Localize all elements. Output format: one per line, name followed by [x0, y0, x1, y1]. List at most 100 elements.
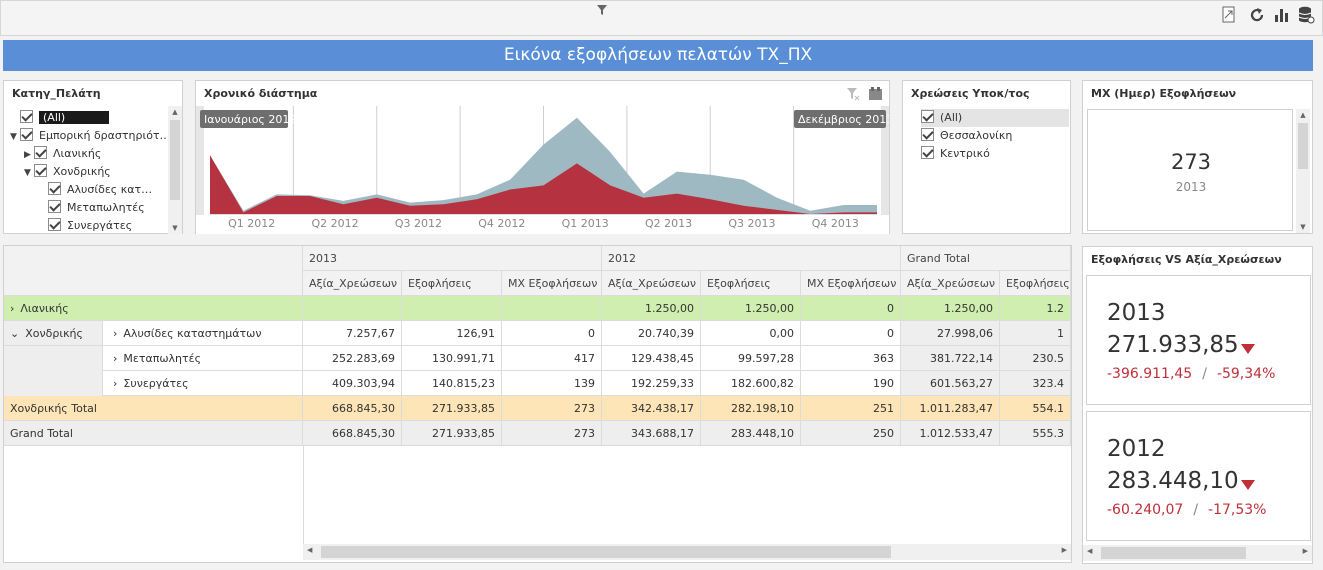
category-item[interactable]: ▼ Χονδρικής — [24, 163, 111, 181]
refresh-icon[interactable] — [1248, 6, 1266, 24]
data-cell: 192.259,33 — [602, 371, 701, 396]
data-cell: 182.600,82 — [701, 371, 801, 396]
data-cell: 271.933,85 — [402, 396, 502, 421]
cards-hscrollbar[interactable]: ◀ ▶ — [1083, 545, 1312, 561]
measure-header: Αξία_Χρεώσεων — [303, 271, 402, 296]
checkbox[interactable] — [34, 164, 47, 177]
row-label: Μεταπωλητές — [123, 352, 202, 365]
row-header-l2[interactable]: › Συνεργάτες — [103, 371, 303, 396]
range-handle-left[interactable] — [196, 106, 204, 215]
expand-toggle-icon[interactable]: ▼ — [24, 168, 31, 178]
checkbox[interactable] — [921, 128, 934, 141]
expand-toggle-icon[interactable]: › — [10, 302, 15, 315]
x-tick-label: Q2 2013 — [645, 217, 692, 230]
scroll-up-icon[interactable]: ▲ — [1300, 111, 1306, 119]
row-label: Χονδρικής Total — [10, 402, 97, 415]
checkbox[interactable] — [34, 146, 47, 159]
card-diff-value: -60.240,07 — [1107, 502, 1184, 518]
scroll-right-icon[interactable]: ▶ — [1302, 547, 1308, 555]
category-scrollbar[interactable]: ▲ ▼ — [168, 106, 182, 234]
checkbox[interactable] — [48, 200, 61, 213]
data-cell: 0 — [502, 321, 602, 346]
row-header-l2[interactable]: › Αλυσίδες καταστημάτων — [103, 321, 303, 346]
charges-filter-panel: Χρεώσεις Υποκ/τος (All) Θεσσαλονίκη Κεντρι… — [902, 80, 1071, 234]
data-cell: 363 — [801, 346, 901, 371]
data-cell: 7.257,67 — [303, 321, 402, 346]
data-cell: 555.3 — [1000, 421, 1071, 446]
scroll-left-icon[interactable]: ◀ — [307, 546, 313, 554]
scroll-up-icon[interactable]: ▲ — [172, 108, 178, 116]
card-pct: -59,34% — [1216, 366, 1276, 382]
collapse-toggle-icon[interactable]: ⌄ — [10, 327, 20, 340]
range-handle-right[interactable] — [881, 106, 889, 215]
database-icon[interactable] — [1297, 6, 1315, 24]
checkbox[interactable] — [20, 110, 33, 123]
clear-filter-icon[interactable] — [846, 87, 860, 101]
row-header: Χονδρικής Total — [4, 396, 303, 421]
measure-header: Εξοφλήσεις — [701, 271, 801, 296]
scroll-thumb[interactable] — [1298, 123, 1308, 169]
scroll-down-icon[interactable]: ▼ — [1300, 223, 1306, 231]
measure-header: Εξοφλήσεις — [402, 271, 502, 296]
series-area-0 — [210, 117, 877, 214]
expand-toggle-icon[interactable]: ▼ — [10, 132, 17, 142]
series-area-1 — [210, 155, 877, 214]
category-item[interactable]: Μεταπωλητές — [38, 199, 145, 217]
charges-item[interactable]: (All) — [921, 109, 1069, 127]
row-header[interactable]: › Λιανικής — [4, 296, 303, 321]
expand-toggle-icon[interactable]: › — [113, 352, 118, 365]
kpi-mx-year: 2013 — [1175, 180, 1207, 194]
scroll-right-icon[interactable]: ▶ — [1061, 546, 1067, 554]
charges-item[interactable]: Θεσσαλονίκη — [921, 127, 1069, 145]
card-pct: -17,53% — [1208, 502, 1267, 518]
measure-header: ΜΧ Εξοφλήσεων — [801, 271, 901, 296]
card-value: 283.448,10 — [1107, 468, 1239, 494]
card-diff-value: -396.911,45 — [1107, 366, 1193, 382]
pivot-hscrollbar[interactable]: ◀ ▶ — [303, 544, 1071, 560]
charges-item-label: (All) — [940, 111, 963, 124]
checkbox[interactable] — [20, 128, 33, 141]
data-cell: 381.722,14 — [901, 346, 1000, 371]
bar-chart-icon[interactable] — [1273, 6, 1291, 24]
checkbox[interactable] — [921, 146, 934, 159]
scroll-thumb[interactable] — [170, 120, 180, 200]
charges-item[interactable]: Κεντρικό — [921, 145, 1069, 163]
row-header-l2[interactable]: › Μεταπωλητές — [103, 346, 303, 371]
export-icon[interactable] — [1220, 6, 1238, 24]
scroll-thumb[interactable] — [321, 546, 891, 558]
data-cell: 252.283,69 — [303, 346, 402, 371]
checkbox[interactable] — [48, 218, 61, 231]
funnel-icon[interactable] — [596, 4, 608, 16]
data-cell: 323.4 — [1000, 371, 1071, 396]
scroll-left-icon[interactable]: ◀ — [1087, 547, 1093, 555]
checkbox[interactable] — [48, 182, 61, 195]
category-item[interactable]: Συνεργάτες — [38, 217, 132, 235]
row-label: Grand Total — [10, 427, 73, 440]
range-area-chart[interactable]: Q1 2012 Q2 2012 Q3 2012 Q4 2012 Q1 2013 Q2 20… — [196, 106, 889, 234]
row-header: Grand Total — [4, 421, 303, 446]
card-diff: -60.240,07 / -17,53% — [1107, 502, 1266, 518]
data-cell: 342.438,17 — [602, 396, 701, 421]
data-cell: 1.250,00 — [901, 296, 1000, 321]
data-cell: 139 — [502, 371, 602, 396]
cards-caption: Εξοφλήσεις VS Αξία_Χρεώσεων — [1091, 253, 1282, 266]
category-item[interactable]: (All) — [10, 109, 110, 127]
data-cell: 130.991,71 — [402, 346, 502, 371]
x-tick-label: Q1 2012 — [228, 217, 275, 230]
category-item[interactable]: Αλυσίδες κατ… — [38, 181, 152, 199]
card-diff: -396.911,45 / -59,34% — [1107, 366, 1275, 382]
category-item[interactable]: ▶ Λιανικής — [24, 145, 101, 163]
checkbox[interactable] — [921, 110, 934, 123]
card-sep: / — [1202, 366, 1207, 382]
expand-toggle-icon[interactable]: › — [113, 327, 118, 340]
category-item-label: Μεταπωλητές — [67, 201, 145, 214]
expand-toggle-icon[interactable]: ▶ — [24, 150, 31, 160]
scroll-down-icon[interactable]: ▼ — [172, 224, 178, 232]
category-item[interactable]: ▼ Εμπορική δραστηριότ… — [10, 127, 171, 145]
expand-toggle-icon[interactable]: › — [113, 377, 118, 390]
scroll-thumb[interactable] — [1101, 547, 1246, 559]
card-year: 2012 — [1107, 436, 1166, 462]
category-filter-caption: Κατηγ_Πελάτη — [12, 87, 101, 100]
range-selector-icon[interactable] — [868, 86, 883, 101]
kpi-mx-scrollbar[interactable]: ▲ ▼ — [1296, 109, 1310, 233]
